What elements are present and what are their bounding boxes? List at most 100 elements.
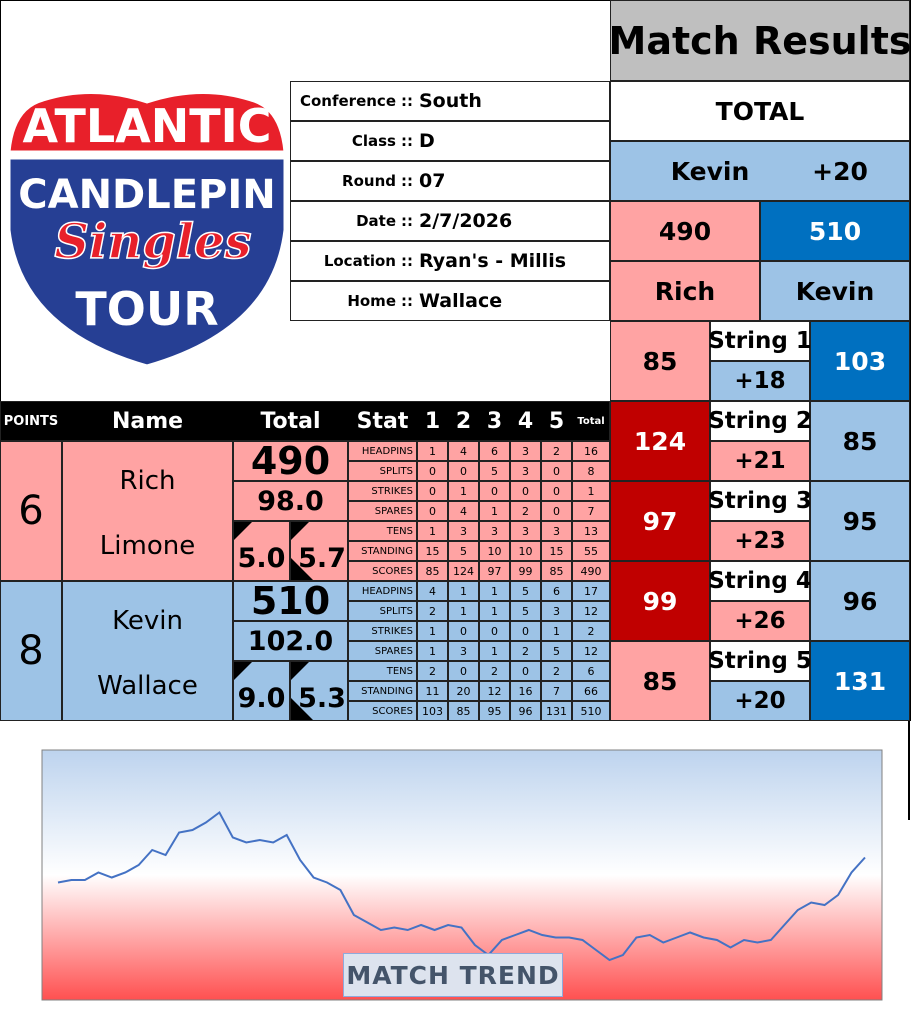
corner-triangle [291, 662, 309, 680]
stat-name: HEADPINS [348, 581, 417, 601]
game-header: 2 [455, 408, 472, 434]
trend-line [57, 811, 866, 962]
player-points: 6 [0, 441, 62, 581]
player-stat-b: 5.3 [290, 661, 348, 721]
stat-value: 1 [417, 641, 448, 661]
stat-name: TENS [348, 661, 417, 681]
info-value: D [419, 130, 435, 152]
player-stat-a: 5.0 [233, 521, 290, 581]
info-value: South [419, 90, 482, 112]
stat-value: 1 [479, 501, 510, 521]
corner-triangle [234, 662, 252, 680]
player-name-cell [62, 441, 233, 581]
stat-total: 16 [572, 441, 610, 461]
stat-value: 1 [417, 441, 448, 461]
stat-total: 7 [572, 501, 610, 521]
stat-value: 3 [541, 521, 572, 541]
stat-value: 7 [541, 681, 572, 701]
stat-total-header: Total [577, 415, 605, 427]
stat-value: 15 [541, 541, 572, 561]
player-average: 98.0 [233, 481, 348, 521]
game-header: 5 [548, 408, 565, 434]
stat-name: HEADPINS [348, 441, 417, 461]
stat-value: 85 [417, 561, 448, 581]
string-margin: +21 [710, 441, 810, 481]
stat-value: 0 [448, 461, 479, 481]
string-margin: +23 [710, 521, 810, 561]
string-away-score: 103 [810, 321, 910, 401]
stat-value: 1 [417, 621, 448, 641]
player-stat-a: 9.0 [233, 661, 290, 721]
info-row: Location:: Ryan's - Millis [290, 241, 610, 281]
stat-value: 4 [448, 441, 479, 461]
string-label: String 5 [708, 641, 812, 681]
stat-value: 85 [448, 701, 479, 721]
stat-value: 2 [479, 661, 510, 681]
string-margin: +20 [710, 681, 810, 721]
results-title: Match Results [609, 0, 911, 81]
stat-value: 1 [417, 521, 448, 541]
stat-total: 8 [572, 461, 610, 481]
info-row: Round:: 07 [290, 161, 610, 201]
corner-triangle [291, 698, 313, 720]
stat-value: 16 [510, 681, 541, 701]
stat-total: 66 [572, 681, 610, 701]
stat-value: 15 [417, 541, 448, 561]
stat-value: 2 [541, 441, 572, 461]
home-score: 490 [610, 201, 760, 261]
leader-name: Kevin [670, 156, 750, 186]
stat-value: 0 [479, 481, 510, 501]
info-separator: :: [401, 212, 413, 230]
stat-value: 124 [448, 561, 479, 581]
stat-value: 0 [417, 481, 448, 501]
stat-total: 17 [572, 581, 610, 601]
stat-value: 131 [541, 701, 572, 721]
info-separator: :: [401, 172, 413, 190]
stat-name: STANDING [348, 541, 417, 561]
home-player: Rich [610, 261, 760, 321]
stat-total: 1 [572, 481, 610, 501]
logo-line1: ATLANTIC [22, 99, 271, 153]
table-header [0, 401, 610, 441]
info-row: Conference:: South [290, 81, 610, 121]
stat-value: 5 [510, 601, 541, 621]
stat-value: 0 [541, 501, 572, 521]
string-home-score: 85 [610, 641, 710, 721]
stat-value: 3 [448, 521, 479, 541]
string-margin: +26 [710, 601, 810, 641]
stat-value: 1 [448, 481, 479, 501]
string-home-score: 99 [610, 561, 710, 641]
string-margin: +18 [710, 361, 810, 401]
stat-value: 103 [417, 701, 448, 721]
stat-value: 0 [541, 481, 572, 501]
stat-value: 4 [448, 501, 479, 521]
stat-value: 0 [448, 661, 479, 681]
string-label: String 4 [708, 561, 812, 601]
stat-value: 5 [541, 641, 572, 661]
stat-value: 0 [510, 621, 541, 641]
total-label: TOTAL [610, 81, 910, 141]
stat-value: 3 [510, 521, 541, 541]
stat-name: SPLITS [348, 601, 417, 621]
stat-header: Stat [356, 408, 409, 434]
logo-line4: TOUR [75, 282, 218, 336]
player-last-name: Wallace [97, 671, 198, 701]
stat-value: 2 [510, 641, 541, 661]
info-label: Conference [299, 92, 396, 110]
info-value: 2/7/2026 [419, 210, 513, 232]
logo: ATLANTIC CANDLEPIN Singles TOUR [7, 90, 287, 368]
logo-line3: Singles [54, 214, 251, 270]
stat-name: SPLITS [348, 461, 417, 481]
stat-value: 11 [417, 681, 448, 701]
stat-name: STRIKES [348, 621, 417, 641]
player-last-name: Limone [99, 531, 196, 561]
stat-name: SCORES [348, 701, 417, 721]
stat-value: 2 [541, 661, 572, 681]
stat-value: 6 [479, 441, 510, 461]
leader-margin: +20 [812, 156, 868, 186]
stat-total: 510 [572, 701, 610, 721]
stat-value: 0 [479, 621, 510, 641]
info-row: Class:: D [290, 121, 610, 161]
info-label: Date [356, 212, 396, 230]
